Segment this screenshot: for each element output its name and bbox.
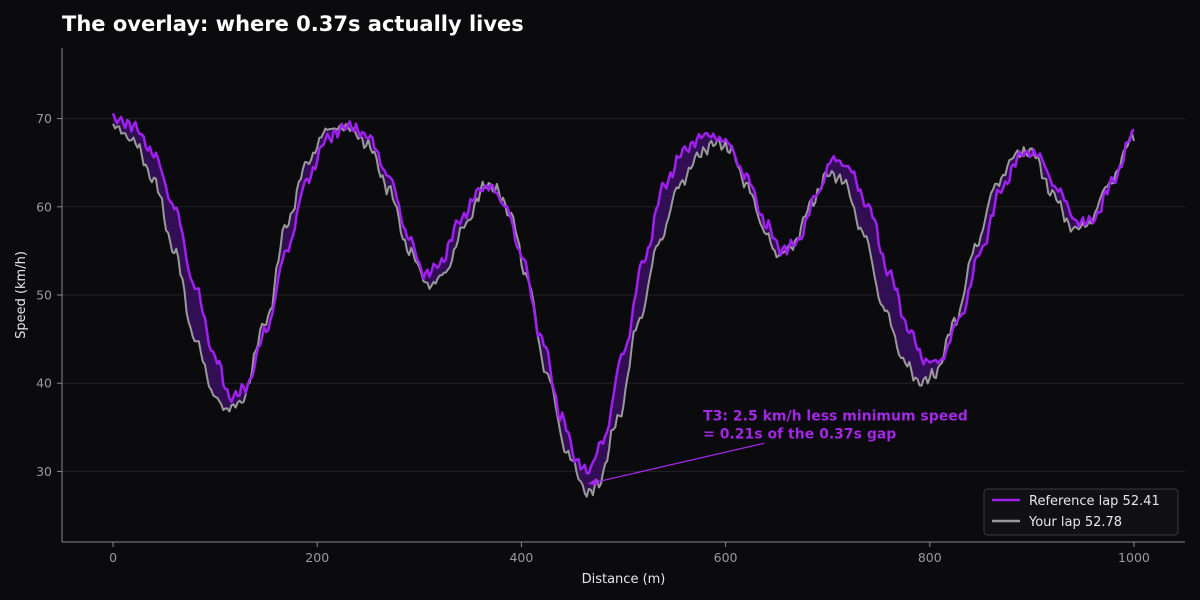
x-tick: 1000 <box>1118 542 1150 565</box>
annotation: T3: 2.5 km/h less minimum speed = 0.21s … <box>587 408 968 486</box>
legend-box <box>983 488 1179 536</box>
y-tick-label: 30 <box>36 464 52 479</box>
gap-fill-area <box>113 113 1134 497</box>
legend-label-yours: Your lap 52.78 <box>1028 515 1122 530</box>
x-tick: 600 <box>714 542 738 565</box>
y-tick: 50 <box>36 288 62 303</box>
chart-title: The overlay: where 0.37s actually lives <box>62 12 524 36</box>
y-tick-label: 70 <box>36 111 52 126</box>
x-tick: 200 <box>305 542 329 565</box>
x-tick-label: 200 <box>305 550 329 565</box>
gridlines <box>62 118 1185 472</box>
y-tick: 40 <box>36 376 62 391</box>
x-tick-label: 1000 <box>1118 550 1150 565</box>
y-tick-label: 50 <box>36 288 52 303</box>
y-tick-label: 40 <box>36 376 52 391</box>
x-tick-label: 400 <box>509 550 533 565</box>
x-axis-label: Distance (m) <box>582 572 666 587</box>
x-tick: 400 <box>509 542 533 565</box>
gap-fill-layer <box>113 113 1134 497</box>
x-tick: 800 <box>918 542 942 565</box>
legend-label-reference: Reference lap 52.41 <box>1029 494 1160 509</box>
series-line-your-lap <box>112 123 1135 498</box>
x-tick-label: 800 <box>918 550 942 565</box>
legend: Reference lap 52.41 Your lap 52.78 <box>983 488 1179 536</box>
y-tick: 70 <box>36 111 62 126</box>
series-line-reference-lap <box>111 112 1135 475</box>
annotation-line-2: = 0.21s of the 0.37s gap <box>703 426 896 442</box>
annotation-arrow <box>587 442 765 486</box>
x-tick: 0 <box>109 542 117 565</box>
axis-ticks: 0 200 400 600 800 1000 30 40 50 60 70 <box>36 111 1150 565</box>
x-tick-label: 600 <box>714 550 738 565</box>
y-tick: 60 <box>36 199 62 214</box>
x-tick-label: 0 <box>109 550 117 565</box>
y-tick-label: 60 <box>36 199 52 214</box>
annotation-line-1: T3: 2.5 km/h less minimum speed <box>703 408 968 424</box>
series-layer <box>111 112 1135 498</box>
y-tick: 30 <box>36 464 62 479</box>
y-axis-label: Speed (km/h) <box>14 251 29 339</box>
